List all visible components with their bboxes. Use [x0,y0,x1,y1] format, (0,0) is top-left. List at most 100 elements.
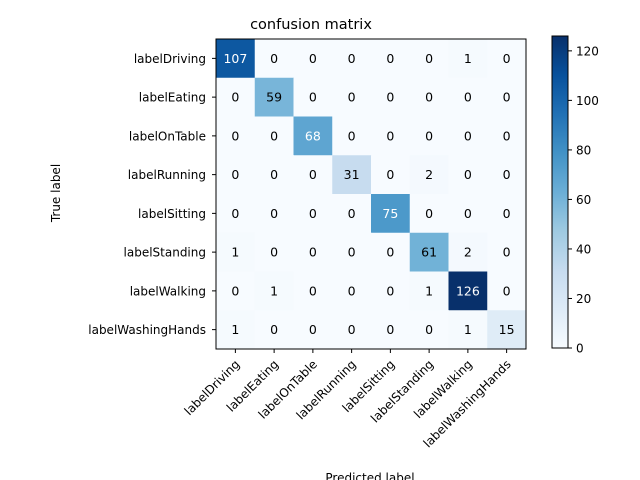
colorbar-tick-label: 40 [576,242,591,256]
heatmap-cell [216,194,256,234]
heatmap-cell [332,116,372,156]
colorbar-tick-label: 120 [576,44,599,58]
cell-value-label: 0 [386,51,394,66]
y-tick-label: labelEating [139,91,206,105]
cell-value-label: 0 [386,283,394,298]
heatmap-cell [487,194,527,234]
heatmap-cell [409,116,449,156]
heatmap-cell [409,77,449,117]
cell-value-label: 0 [386,245,394,260]
heatmap-cell [254,77,294,117]
y-tick-label: labelRunning [128,168,206,182]
cell-value-label: 0 [425,51,433,66]
heatmap-cell [371,116,411,156]
cell-value-label: 0 [386,90,394,105]
heatmap-cell [332,155,372,195]
colorbar-tick-label: 80 [576,143,591,157]
cell-value-label: 0 [503,51,511,66]
cell-value-label: 15 [499,322,515,337]
cell-value-label: 107 [223,51,247,66]
cell-value-label: 0 [348,283,356,298]
heatmap-cell [293,155,333,195]
heatmap-cell [371,39,411,79]
heatmap-cell [409,271,449,311]
heatmap-cell [332,232,372,272]
heatmap-cell [487,77,527,117]
heatmap-cell [448,39,488,79]
cell-value-label: 0 [348,206,356,221]
heatmap-cell [332,310,372,350]
heatmap-cell [293,194,333,234]
heatmap-cell [293,310,333,350]
heatmap-cell [216,271,256,311]
heatmap-cell [448,194,488,234]
cell-value-label: 0 [464,90,472,105]
cell-value-label: 0 [309,283,317,298]
cell-value-label: 0 [270,322,278,337]
cell-value-label: 0 [309,167,317,182]
heatmap-cell [448,310,488,350]
heatmap-cell [371,155,411,195]
heatmap-cell [448,271,488,311]
cell-value-label: 0 [425,128,433,143]
cell-value-label: 1 [464,322,472,337]
heatmap-cell [409,232,449,272]
cell-value-label: 0 [425,322,433,337]
cell-value-label: 31 [344,167,360,182]
y-axis-label: True label [49,164,63,223]
heatmap-cell [254,232,294,272]
heatmap-cell [293,116,333,156]
cell-value-label: 0 [231,206,239,221]
heatmap-cell [254,116,294,156]
cell-value-label: 0 [348,51,356,66]
heatmap-cell [487,155,527,195]
cell-value-label: 0 [348,322,356,337]
cell-value-label: 0 [348,245,356,260]
heatmap-cell [216,232,256,272]
plot-frame [215,38,527,350]
cell-value-label: 61 [421,245,437,260]
cell-value-label: 0 [503,206,511,221]
cell-value-label: 0 [270,206,278,221]
cell-value-label: 1 [231,322,239,337]
colorbar-tick-label: 60 [576,193,591,207]
heatmap-cell [448,116,488,156]
cell-value-label: 0 [231,90,239,105]
cell-value-label: 0 [386,128,394,143]
heatmap-cell [487,310,527,350]
heatmap-cells [216,39,527,350]
cell-value-label: 0 [464,128,472,143]
heatmap-cell [332,271,372,311]
heatmap-cell [487,39,527,79]
heatmap-cell [293,232,333,272]
cell-labels: 107 0 0 0 0 0 1 0 0 59 0 0 0 0 0 0 0 0 68 0 0 0 0 0 0 0 0 31 0 2 0 0 0 0 0… [223,51,514,337]
heatmap-cell [332,39,372,79]
heatmap-cell [371,194,411,234]
heatmap-cell [371,77,411,117]
cell-value-label: 0 [309,51,317,66]
y-tick-label: labelWalking [130,284,206,298]
cell-value-label: 2 [464,245,472,260]
cell-value-label: 1 [231,245,239,260]
cell-value-label: 0 [348,90,356,105]
cell-value-label: 0 [309,245,317,260]
heatmap-cell [409,194,449,234]
cell-value-label: 0 [464,167,472,182]
cell-value-label: 126 [456,283,480,298]
cell-value-label: 0 [386,167,394,182]
heatmap-cell [254,39,294,79]
y-axis: labelDriving labelEating labelOnTable label… [88,52,216,337]
x-axis-label: Predicted label [325,471,414,480]
cell-value-label: 0 [503,90,511,105]
heatmap-cell [487,116,527,156]
cell-value-label: 0 [503,167,511,182]
cell-value-label: 0 [348,128,356,143]
heatmap-cell [216,310,256,350]
heatmap-cell [254,271,294,311]
cell-value-label: 0 [309,322,317,337]
colorbar-tick-label: 100 [576,94,599,108]
heatmap-cell [254,155,294,195]
cell-value-label: 1 [270,283,278,298]
heatmap-cell [487,232,527,272]
